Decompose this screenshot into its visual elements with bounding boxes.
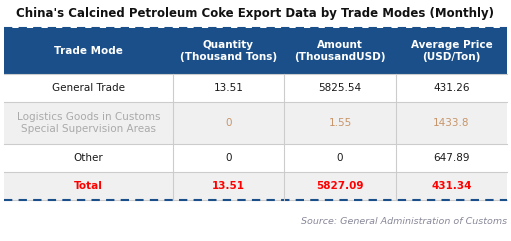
Text: 0: 0: [225, 118, 231, 128]
Bar: [4, 172, 173, 200]
Bar: [284, 102, 396, 144]
Bar: [173, 144, 284, 172]
Text: Source: General Administration of Customs: Source: General Administration of Custom…: [301, 217, 507, 227]
Text: 5825.54: 5825.54: [318, 83, 362, 93]
Text: General Trade: General Trade: [52, 83, 125, 93]
Bar: [396, 28, 507, 74]
Text: 431.34: 431.34: [431, 181, 472, 191]
Text: 647.89: 647.89: [433, 153, 470, 163]
Text: China's Calcined Petroleum Coke Export Data by Trade Modes (Monthly): China's Calcined Petroleum Coke Export D…: [16, 7, 495, 20]
Bar: [284, 172, 396, 200]
Bar: [173, 172, 284, 200]
Text: 431.26: 431.26: [433, 83, 470, 93]
Text: 13.51: 13.51: [212, 181, 245, 191]
Text: Amount
(ThousandUSD): Amount (ThousandUSD): [294, 40, 386, 62]
Text: Average Price
(USD/Ton): Average Price (USD/Ton): [410, 40, 492, 62]
Bar: [173, 28, 284, 74]
Bar: [284, 28, 396, 74]
Bar: [173, 102, 284, 144]
Bar: [4, 144, 173, 172]
Bar: [4, 102, 173, 144]
Text: Trade Mode: Trade Mode: [54, 46, 123, 56]
Bar: [396, 172, 507, 200]
Bar: [284, 74, 396, 102]
Bar: [284, 144, 396, 172]
Text: Logistics Goods in Customs
Special Supervision Areas: Logistics Goods in Customs Special Super…: [16, 112, 160, 134]
Text: Quantity
(Thousand Tons): Quantity (Thousand Tons): [180, 40, 277, 62]
Text: 5827.09: 5827.09: [316, 181, 364, 191]
Bar: [396, 102, 507, 144]
Text: Other: Other: [74, 153, 103, 163]
Bar: [396, 144, 507, 172]
Text: 13.51: 13.51: [214, 83, 243, 93]
Text: 0: 0: [337, 153, 343, 163]
Bar: [396, 74, 507, 102]
Bar: [173, 74, 284, 102]
Bar: [4, 74, 173, 102]
Bar: [4, 28, 173, 74]
Text: 1.55: 1.55: [329, 118, 352, 128]
Text: 1433.8: 1433.8: [433, 118, 470, 128]
Text: Total: Total: [74, 181, 103, 191]
Text: 0: 0: [225, 153, 231, 163]
